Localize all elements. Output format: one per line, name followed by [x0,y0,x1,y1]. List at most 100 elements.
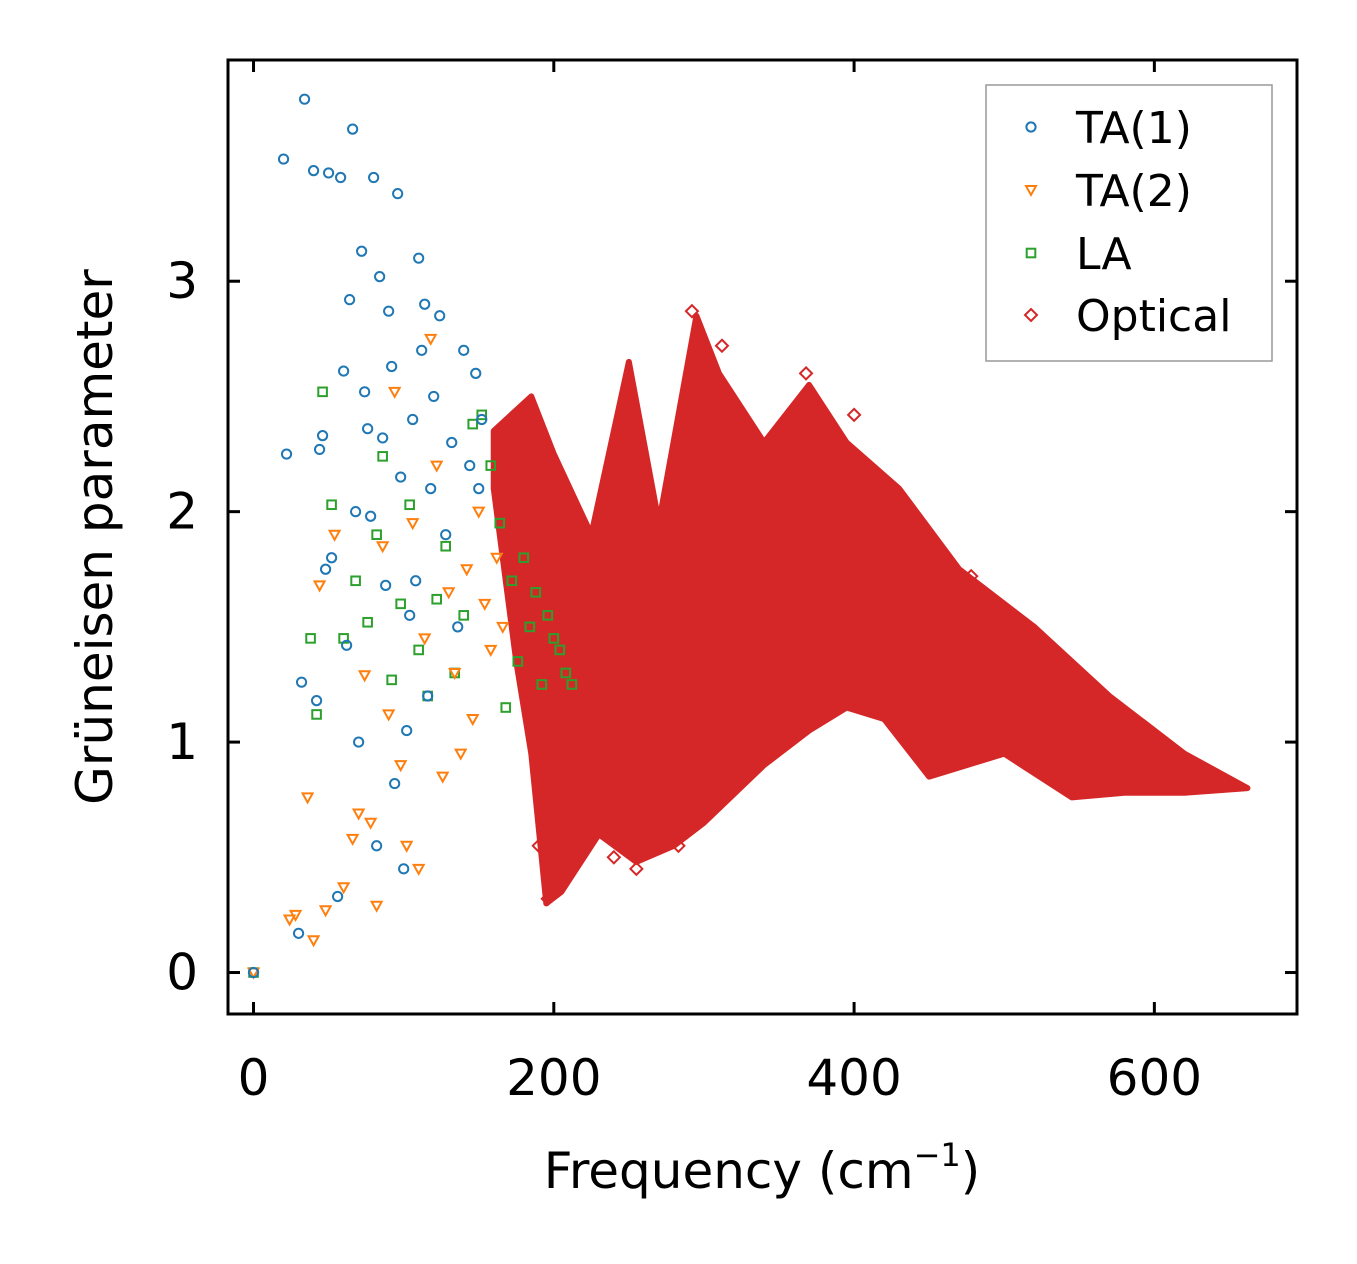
ta1-point [407,413,419,426]
la-point [560,667,572,679]
ta1-point [389,777,401,790]
ta2-point [448,667,462,681]
ta1-point [356,245,368,257]
ta2-point [423,333,438,346]
ta1-point [404,609,416,621]
la-point [485,460,497,471]
ta2-point [318,905,333,918]
legend-marker-ta1 [1025,121,1037,133]
optical-point [628,861,644,877]
la-point [506,575,518,587]
la-point [542,610,554,621]
optical-point [906,591,922,607]
optical-point [606,849,622,865]
ta2-point [375,541,390,554]
ta2-point [327,529,342,542]
ta1-point [247,966,260,979]
ta1-point [277,153,290,165]
ta2-point [282,914,297,927]
x-tick-label-600: 600 [1107,1049,1202,1107]
ta1-point [398,863,410,875]
optical-point [1068,677,1084,692]
optical-point [671,838,686,854]
ta1-point [325,552,338,564]
la-point [554,644,566,656]
ta1-point [374,271,386,283]
ta1-point [419,298,431,310]
la-point [413,644,424,656]
ta2-point [312,580,327,593]
ta1-point [386,360,398,373]
ta2-point [472,506,486,519]
ta2-point [405,518,420,531]
la-point [404,499,415,511]
ta2-point [300,792,315,805]
ta1-point [295,676,308,688]
ta2-point [436,771,450,784]
ta2-point [387,386,402,399]
ta1-point [310,695,323,707]
ta2-point [369,900,384,913]
la-point [476,409,488,421]
ta1-point [341,639,353,651]
ta2-point [357,670,372,683]
ta2-point [460,564,474,577]
legend: TA(1) TA(2) LA Optical [985,84,1273,362]
la-point [395,598,406,610]
la-point [530,587,542,598]
x-tick-label-0: 0 [238,1049,270,1107]
ta2-point [306,935,321,948]
optical-point [798,365,814,381]
optical-point [714,338,730,354]
ticks-layer [228,60,1297,1014]
la-point [326,499,337,511]
legend-markers [1023,121,1039,323]
ta1-point [377,432,389,444]
ta2-point [484,644,498,657]
la-point [377,451,388,462]
ta1-point [298,93,311,105]
optical-point [531,838,547,854]
ta1-point [383,305,395,317]
ta1-point [413,252,425,264]
ta1-point [350,506,362,518]
series-layer [246,93,1251,980]
ta1-point [316,430,329,442]
y-tick-label-1: 1 [166,713,198,771]
la-point [440,540,452,552]
ta1-point [307,165,320,177]
ta1-point [365,510,377,522]
legend-label-optical: Optical [1076,291,1231,342]
la-point [524,621,536,633]
ta1-point [368,171,380,184]
legend-label-ta2: TA(2) [1075,166,1192,217]
ta1-point [401,724,413,737]
ta1-point [476,413,488,426]
legend-marker-ta2 [1024,185,1038,198]
optical-point [1004,658,1020,674]
la-point [512,656,524,667]
la-point [305,633,316,644]
y-axis-label: Grüneisen parameter [66,269,124,805]
ta2-point [399,840,414,853]
ta1-point [416,344,428,356]
ta2-point [363,817,378,830]
ta1-point [422,690,434,702]
ta2-point [411,863,426,876]
x-tick-labels: 0 200 400 600 [238,1049,1202,1107]
legend-label-ta1: TA(1) [1075,103,1192,154]
optical-point [633,826,649,842]
ta2-point [345,833,360,846]
la-point [371,529,382,540]
ta1-point [470,367,482,379]
ta1-point [452,621,464,633]
la-point [518,552,530,564]
ta1-point [280,448,293,460]
ta1-point [473,483,485,495]
ta2-point [466,714,480,727]
ta1-point [380,579,392,591]
optical-point [846,407,862,423]
ta1-point [425,483,437,495]
ta2-point [336,882,351,895]
ta1-point [292,927,305,939]
